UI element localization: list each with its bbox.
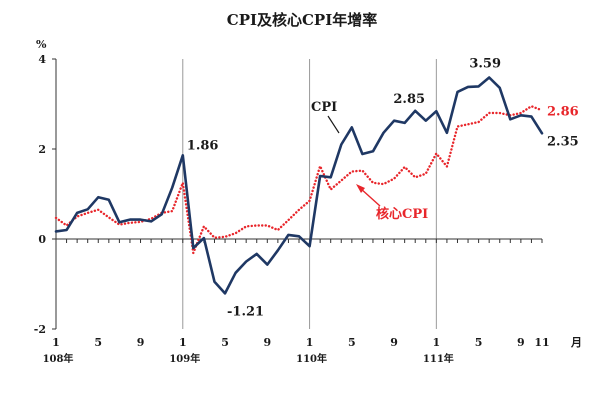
y-axis-unit-label: % xyxy=(36,38,47,51)
x-tick-label: 1 xyxy=(179,336,187,349)
plot-area: -2 0 2 4 1 5 9 1 5 9 1 5 9 1 5 9 11 108年 109年 110年 111年 CPI 核心… xyxy=(34,53,579,365)
y-tick-label: 0 xyxy=(38,233,46,246)
value-annotation: -1.21 xyxy=(227,304,264,319)
x-tick-label: 9 xyxy=(137,336,145,349)
y-tick-label: 2 xyxy=(38,143,46,156)
series-label-core-cpi: 核心CPI xyxy=(376,206,428,222)
y-tick-label: 4 xyxy=(38,53,46,66)
year-label: 111年 xyxy=(423,352,454,365)
year-label: 110年 xyxy=(296,352,327,365)
x-tick-label: 1 xyxy=(433,336,441,349)
x-tick-label: 1 xyxy=(52,336,60,349)
value-annotation: 2.85 xyxy=(393,92,425,107)
x-tick-label: 9 xyxy=(263,336,271,349)
series-label-core-cpi-pointer xyxy=(359,187,381,207)
x-tick-label: 5 xyxy=(475,336,483,349)
x-tick-label: 9 xyxy=(390,336,398,349)
x-tick-label: 5 xyxy=(221,336,229,349)
value-annotation: 1.86 xyxy=(187,138,219,153)
value-annotation: 2.35 xyxy=(547,134,579,149)
value-annotation: 3.59 xyxy=(469,56,501,71)
x-tick-label: 9 xyxy=(517,336,525,349)
x-tick-label: 5 xyxy=(94,336,102,349)
x-tick-label: 1 xyxy=(306,336,314,349)
x-tick-label: 11 xyxy=(534,336,549,349)
series-line-core-cpi xyxy=(54,104,544,255)
series-label-core-cpi-arrowhead xyxy=(356,184,365,193)
year-label: 109年 xyxy=(169,352,200,365)
series-label-cpi: CPI xyxy=(311,100,337,115)
x-tick-label: 5 xyxy=(348,336,356,349)
x-axis-unit-label: 月 xyxy=(570,336,582,349)
value-annotation: 2.86 xyxy=(547,104,579,119)
series-line-cpi xyxy=(54,76,544,295)
year-label: 108年 xyxy=(43,352,74,365)
y-tick-label: -2 xyxy=(34,323,46,336)
chart-title: CPI及核心CPI年增率 xyxy=(227,11,377,29)
series-label-cpi-pointer xyxy=(327,115,340,134)
